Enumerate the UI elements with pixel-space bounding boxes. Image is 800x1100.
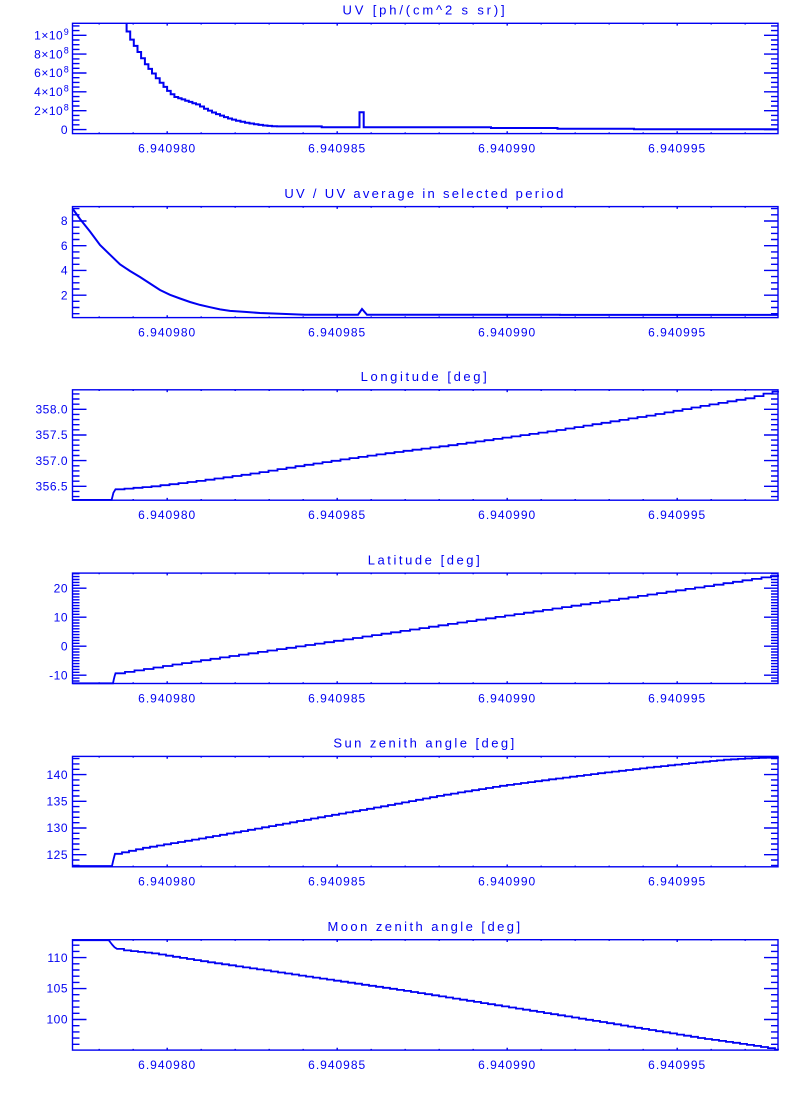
- svg-text:6.940985: 6.940985: [308, 508, 366, 522]
- svg-text:6.940980: 6.940980: [138, 142, 196, 156]
- svg-text:6.940990: 6.940990: [478, 875, 536, 889]
- svg-text:6.940990: 6.940990: [478, 508, 536, 522]
- svg-text:6: 6: [61, 239, 68, 253]
- svg-text:140: 140: [46, 768, 68, 782]
- svg-text:6.940995: 6.940995: [648, 508, 706, 522]
- svg-text:6.940985: 6.940985: [308, 142, 366, 156]
- svg-text:358.0: 358.0: [35, 403, 68, 417]
- svg-text:6.940995: 6.940995: [648, 142, 706, 156]
- svg-text:2×10: 2×10: [34, 104, 63, 118]
- svg-text:8: 8: [64, 46, 69, 56]
- svg-text:Longitude [deg]: Longitude [deg]: [361, 369, 490, 384]
- svg-text:6.940990: 6.940990: [478, 1058, 536, 1072]
- svg-text:6.940980: 6.940980: [138, 508, 196, 522]
- svg-text:6.940995: 6.940995: [648, 691, 706, 705]
- svg-text:8×10: 8×10: [34, 47, 63, 61]
- svg-text:100: 100: [46, 1013, 68, 1027]
- svg-text:Latitude [deg]: Latitude [deg]: [368, 552, 483, 567]
- svg-text:4×10: 4×10: [34, 85, 63, 99]
- svg-text:6.940980: 6.940980: [138, 691, 196, 705]
- svg-text:6.940990: 6.940990: [478, 691, 536, 705]
- svg-text:-10: -10: [49, 668, 68, 682]
- svg-text:357.0: 357.0: [35, 454, 68, 468]
- svg-text:Moon zenith angle [deg]: Moon zenith angle [deg]: [327, 919, 522, 934]
- svg-text:356.5: 356.5: [35, 480, 68, 494]
- svg-text:6.940985: 6.940985: [308, 691, 366, 705]
- svg-text:6.940980: 6.940980: [138, 875, 196, 889]
- svg-text:0: 0: [61, 639, 68, 653]
- svg-text:110: 110: [47, 951, 68, 965]
- svg-text:8: 8: [64, 83, 69, 93]
- svg-text:UV [ph/(cm^2 s sr)]: UV [ph/(cm^2 s sr)]: [343, 3, 508, 18]
- svg-text:357.5: 357.5: [35, 428, 68, 442]
- svg-text:8: 8: [64, 102, 69, 112]
- svg-text:4: 4: [61, 264, 68, 278]
- svg-text:2: 2: [61, 288, 68, 302]
- svg-text:6.940990: 6.940990: [478, 326, 536, 340]
- svg-text:6.940990: 6.940990: [478, 142, 536, 156]
- svg-text:6.940985: 6.940985: [308, 1058, 366, 1072]
- svg-text:UV / UV average in selected pe: UV / UV average in selected period: [284, 186, 565, 201]
- svg-text:6.940985: 6.940985: [308, 326, 366, 340]
- svg-text:6.940995: 6.940995: [648, 326, 706, 340]
- svg-text:6×10: 6×10: [34, 66, 63, 80]
- svg-text:8: 8: [61, 214, 68, 228]
- svg-text:Sun zenith angle [deg]: Sun zenith angle [deg]: [333, 736, 516, 751]
- svg-text:125: 125: [46, 848, 68, 862]
- svg-text:9: 9: [64, 27, 69, 37]
- svg-text:6.940985: 6.940985: [308, 875, 366, 889]
- svg-text:6.940995: 6.940995: [648, 1058, 706, 1072]
- svg-text:6.940980: 6.940980: [138, 326, 196, 340]
- svg-text:135: 135: [46, 795, 68, 809]
- svg-text:8: 8: [64, 65, 69, 75]
- svg-text:6.940995: 6.940995: [648, 875, 706, 889]
- svg-text:10: 10: [54, 610, 68, 624]
- svg-text:130: 130: [46, 821, 68, 835]
- svg-text:105: 105: [46, 982, 68, 996]
- svg-text:6.940980: 6.940980: [138, 1058, 196, 1072]
- svg-text:0: 0: [61, 123, 68, 137]
- svg-text:20: 20: [54, 581, 68, 595]
- svg-text:1×10: 1×10: [34, 29, 63, 43]
